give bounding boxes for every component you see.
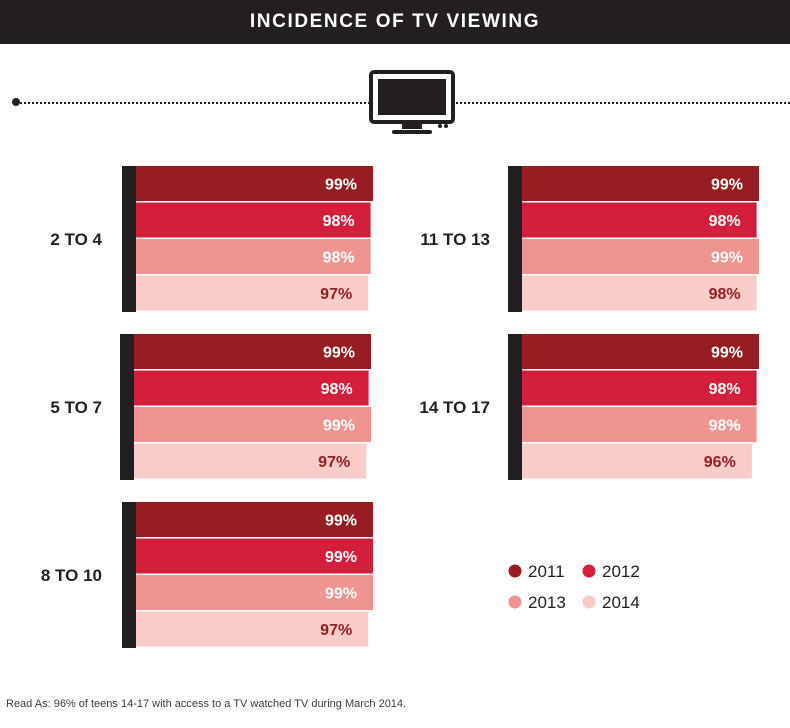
data-label: 98% [709,381,741,398]
bar-2011 [522,334,759,369]
bar-2012 [522,202,757,238]
bar-2013 [136,239,371,274]
legend-label-2014: 2014 [602,593,640,612]
group-strip [120,334,134,480]
legend-label-2011: 2011 [528,562,565,581]
data-label: 99% [325,177,357,194]
tv-icon [369,70,455,134]
data-label: 99% [323,345,355,362]
bar-2014 [136,275,369,311]
data-label: 98% [709,418,741,435]
bar-2012 [134,370,369,406]
bar-2014 [134,443,367,479]
bar-2014 [136,611,369,647]
bar-2012 [136,538,373,574]
data-label: 99% [711,345,743,362]
legend-marker-2013 [508,595,522,609]
data-label: 99% [323,418,355,435]
rule-dot [12,98,20,106]
data-label: 99% [711,250,743,267]
legend-marker-2011 [508,564,522,578]
group-label: 11 TO 13 [420,230,490,249]
bar-2013 [522,239,759,274]
bar-2013 [136,575,373,610]
bar-2011 [134,334,371,369]
data-label: 98% [709,286,741,303]
data-label: 99% [325,586,357,603]
bar-2014 [522,443,752,479]
bar-2013 [522,407,757,442]
data-label: 98% [323,250,355,267]
legend-marker-2014 [582,595,596,609]
data-label: 98% [323,213,355,230]
data-label: 96% [704,454,736,471]
bar-2014 [522,275,757,311]
bar-2011 [136,166,373,201]
group-strip [508,334,522,480]
chart-title: INCIDENCE OF TV VIEWING [0,0,790,44]
data-label: 98% [709,213,741,230]
bar-2012 [136,202,371,238]
group-label: 14 TO 17 [419,398,490,417]
read-as-note: Read As: 96% of teens 14-17 with access … [6,698,407,710]
data-label: 97% [320,286,352,303]
bar-2012 [522,370,757,406]
data-label: 99% [325,513,357,530]
data-label: 98% [321,381,353,398]
group-label: 5 TO 7 [50,398,102,417]
group-label: 2 TO 4 [50,230,102,249]
data-label: 99% [711,177,743,194]
data-label: 97% [320,622,352,639]
legend-label-2013: 2013 [528,593,566,612]
group-label: 8 TO 10 [41,566,102,585]
bar-2013 [134,407,371,442]
group-strip [122,502,136,648]
group-strip [508,166,522,312]
data-label: 99% [325,549,357,566]
legend-label-2012: 2012 [602,562,640,581]
bar-2011 [522,166,759,201]
group-strip [122,166,136,312]
bar-2011 [136,502,373,537]
legend-marker-2012 [582,564,596,578]
data-label: 97% [318,454,350,471]
